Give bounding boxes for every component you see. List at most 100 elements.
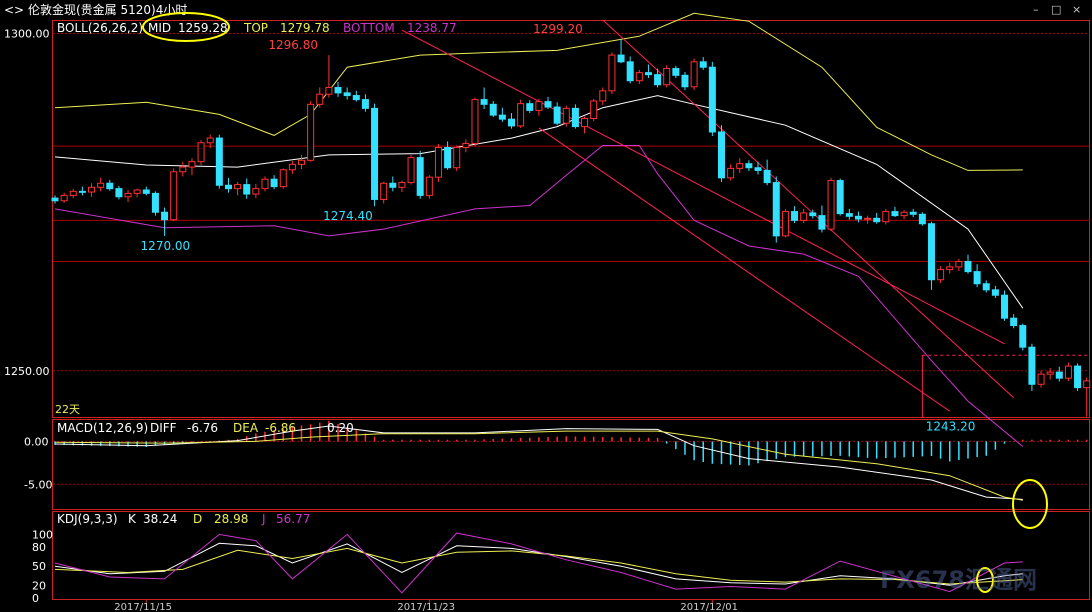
- candle-body: [1064, 365, 1072, 379]
- candle-body: [590, 100, 598, 119]
- back-arrow-icon[interactable]: <>: [4, 3, 24, 17]
- maximize-icon[interactable]: □: [1051, 3, 1061, 16]
- window-title: 伦敦金现(贵金属 5120)4小时: [28, 2, 187, 17]
- candle-body: [937, 269, 945, 281]
- macd-tick-label: -5.00: [24, 478, 52, 491]
- candle-body: [69, 190, 77, 196]
- boll-legend: BOLL(26,26,2) MID 1259.28 TOP 1279.78 BO…: [57, 12, 457, 42]
- extrema-label: 1243.20: [926, 420, 976, 434]
- candle-body: [626, 61, 634, 82]
- candle-body: [234, 184, 242, 190]
- title-bar: <> 伦敦金现(贵金属 5120)4小时 – □ ×: [4, 2, 1081, 17]
- candle-body: [78, 190, 86, 193]
- price-tick-label: 1300.00: [4, 27, 50, 40]
- candle-body: [955, 260, 963, 268]
- candle-body: [288, 163, 296, 171]
- candle-body: [279, 169, 287, 188]
- candle-body: [562, 107, 570, 124]
- macd-tick-label: 0.00: [24, 435, 49, 448]
- trend-channel-line: [602, 19, 1014, 399]
- candle-body: [60, 194, 68, 202]
- candle-body: [900, 211, 908, 217]
- candle-body: [1001, 294, 1009, 319]
- candle-body: [115, 188, 123, 198]
- candle-body: [97, 182, 105, 188]
- candle-body: [215, 137, 223, 186]
- candle-body: [818, 215, 826, 230]
- candle-body: [124, 192, 132, 198]
- candle-body: [425, 176, 433, 196]
- candle-body: [946, 266, 954, 271]
- kdj-j-label: J: [261, 512, 266, 526]
- candle-body: [909, 211, 917, 215]
- candle-body: [526, 103, 534, 111]
- candle-body: [772, 182, 780, 237]
- close-icon[interactable]: ×: [1072, 3, 1081, 16]
- candle-body: [1074, 365, 1082, 389]
- kdj-k-line: [54, 542, 1023, 586]
- candle-body: [745, 163, 753, 169]
- macd-value: 0.20: [327, 421, 354, 435]
- candle-body: [736, 163, 744, 169]
- candle-body: [690, 61, 698, 88]
- candle-body: [334, 86, 342, 94]
- kdj-j-value: 56.77: [276, 512, 310, 526]
- candle-body: [298, 159, 306, 165]
- candle-body: [1083, 380, 1091, 389]
- watermark: FX678汇通网: [880, 566, 1037, 594]
- candle-body: [188, 161, 196, 168]
- kdj-d-label: D: [193, 512, 202, 526]
- candle-body: [864, 217, 872, 220]
- candlesticks: [51, 38, 1091, 417]
- kdj-j-line: [54, 532, 1023, 594]
- macd-dea-line: [54, 430, 1023, 501]
- kdj-tick-label: 50: [32, 560, 46, 573]
- x-date-label: 2017/12/01: [680, 602, 738, 612]
- kdj-name: KDJ(9,3,3): [57, 512, 118, 526]
- candle-body: [489, 103, 497, 116]
- boll-top-label: TOP: [243, 21, 268, 35]
- macd-diff-value: -6.76: [187, 421, 218, 435]
- minimize-icon[interactable]: –: [1033, 3, 1039, 16]
- candle-body: [672, 68, 680, 76]
- macd-diff-label: DIFF: [150, 421, 177, 435]
- candle-body: [316, 93, 324, 105]
- candle-body: [343, 92, 351, 97]
- candle-body: [1019, 325, 1027, 348]
- candle-body: [781, 211, 789, 237]
- candle-body: [800, 212, 808, 221]
- candle-body: [754, 167, 762, 171]
- candle-body: [973, 271, 981, 285]
- candle-body: [106, 182, 114, 190]
- macd-histogram: [54, 420, 1088, 466]
- x-axis-date-labels: 2017/11/15 2017/11/23 2017/12/01: [114, 600, 738, 612]
- boll-mid-line: [54, 95, 1024, 309]
- boll-lines: [54, 12, 1024, 447]
- candle-body: [243, 184, 251, 195]
- extrema-label: 1296.80: [268, 38, 318, 52]
- candle-body: [444, 146, 452, 169]
- candle-body: [361, 99, 369, 109]
- candle-body: [553, 106, 561, 124]
- candle-body: [434, 146, 442, 178]
- candle-body: [827, 180, 835, 230]
- macd-y-axis: 0.00 -5.00: [24, 435, 52, 491]
- candle-body: [654, 74, 662, 86]
- trend-channel-line: [538, 127, 951, 412]
- candle-body: [252, 188, 260, 195]
- x-date-label: 2017/11/23: [397, 602, 455, 612]
- macd-lines: [54, 425, 1023, 501]
- candle-body: [727, 167, 735, 179]
- candle-body: [717, 131, 725, 179]
- candle-body: [480, 99, 488, 105]
- extrema-label: 1299.20: [533, 22, 583, 36]
- x-date-label: 2017/11/15: [114, 602, 172, 612]
- candle-body: [371, 107, 379, 200]
- macd-cross-highlight-circle: [1012, 479, 1048, 529]
- candle-body: [663, 68, 671, 86]
- candle-body: [1037, 373, 1045, 385]
- candle-body: [763, 169, 771, 184]
- candle-body: [599, 90, 607, 102]
- boll-bottom-value: 1238.77: [407, 21, 457, 35]
